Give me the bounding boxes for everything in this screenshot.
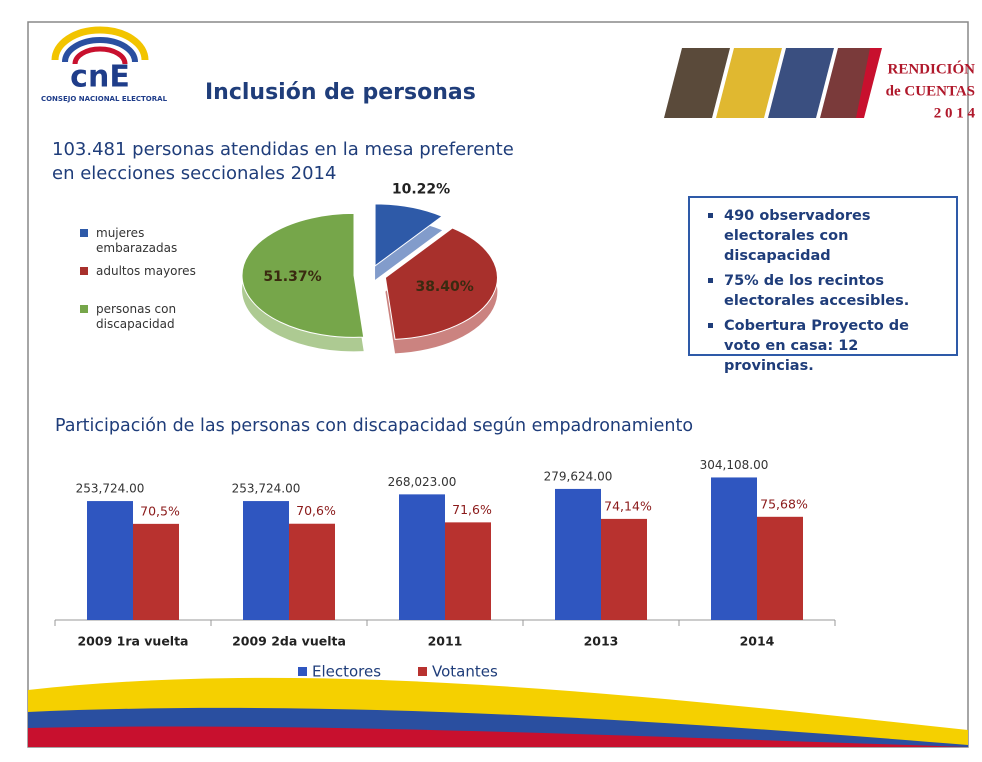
legend-item: personas con discapacidad — [80, 302, 216, 332]
logo-caption: CONSEJO NACIONAL ELECTORAL — [41, 95, 168, 103]
chart-title: en elecciones seccionales 2014 — [52, 163, 336, 184]
badge-line: RENDICIÓN — [887, 60, 975, 77]
data-label: 279,624.00 — [544, 469, 613, 483]
badge-line: 2 0 1 4 — [934, 105, 976, 121]
legend-swatch — [80, 229, 88, 237]
x-tick-label: 2013 — [584, 634, 619, 649]
x-tick-label: 2009 2da vuelta — [232, 634, 346, 649]
bar — [243, 501, 289, 620]
bar — [757, 517, 803, 620]
slide-title: Inclusión de personas — [205, 80, 476, 105]
legend-label: Electores — [312, 663, 381, 681]
bar — [289, 524, 335, 620]
bar — [87, 501, 133, 620]
data-label: 70,5% — [140, 503, 180, 518]
data-label: 71,6% — [452, 502, 492, 517]
info-list: 490 observadores electorales con discapa… — [704, 206, 946, 376]
legend-label: adultos mayores — [96, 264, 196, 278]
chart-title: 103.481 personas atendidas en la mesa pr… — [52, 139, 514, 160]
bar — [601, 519, 647, 620]
info-item: 75% de los recintos electorales accesibl… — [704, 271, 946, 311]
bar — [445, 522, 491, 620]
legend-item: adultos mayores — [80, 264, 216, 279]
legend-label: personas con discapacidad — [96, 302, 176, 331]
data-label: 268,023.00 — [388, 475, 457, 489]
data-label: 75,68% — [760, 496, 808, 511]
legend-swatch — [80, 305, 88, 313]
x-tick-label: 2011 — [428, 634, 463, 649]
bar — [399, 494, 445, 620]
data-label: 304,108.00 — [700, 458, 769, 472]
data-label: 70,6% — [296, 503, 336, 518]
legend-item: mujeres embarazadas — [80, 226, 216, 256]
legend-swatch — [80, 267, 88, 275]
slide: cnE CONSEJO NACIONAL ELECTORAL Inclusión… — [0, 0, 982, 762]
data-label: 51.37% — [263, 269, 321, 285]
slide-canvas: cnE CONSEJO NACIONAL ELECTORAL Inclusión… — [0, 0, 982, 762]
info-item: Cobertura Proyecto de voto en casa: 12 p… — [704, 316, 946, 376]
chart-title: Participación de las personas con discap… — [55, 416, 693, 436]
photo-strip — [664, 48, 882, 118]
x-tick-label: 2009 1ra vuelta — [77, 634, 188, 649]
data-label: 253,724.00 — [76, 482, 145, 496]
info-box: 490 observadores electorales con discapa… — [688, 196, 958, 356]
bar — [133, 524, 179, 620]
legend-swatch — [418, 667, 427, 676]
legend-swatch — [298, 667, 307, 676]
badge-line: de CUENTAS — [886, 83, 975, 99]
legend-label: mujeres embarazadas — [96, 226, 177, 255]
data-label: 10.22% — [392, 181, 450, 197]
bar — [711, 477, 757, 620]
x-tick-label: 2014 — [740, 634, 775, 649]
data-label: 38.40% — [415, 279, 473, 295]
legend-label: Votantes — [432, 663, 498, 681]
bar — [555, 489, 601, 620]
logo: cnE — [70, 60, 130, 95]
data-label: 253,724.00 — [232, 482, 301, 496]
info-item: 490 observadores electorales con discapa… — [704, 206, 946, 266]
data-label: 74,14% — [604, 498, 652, 513]
